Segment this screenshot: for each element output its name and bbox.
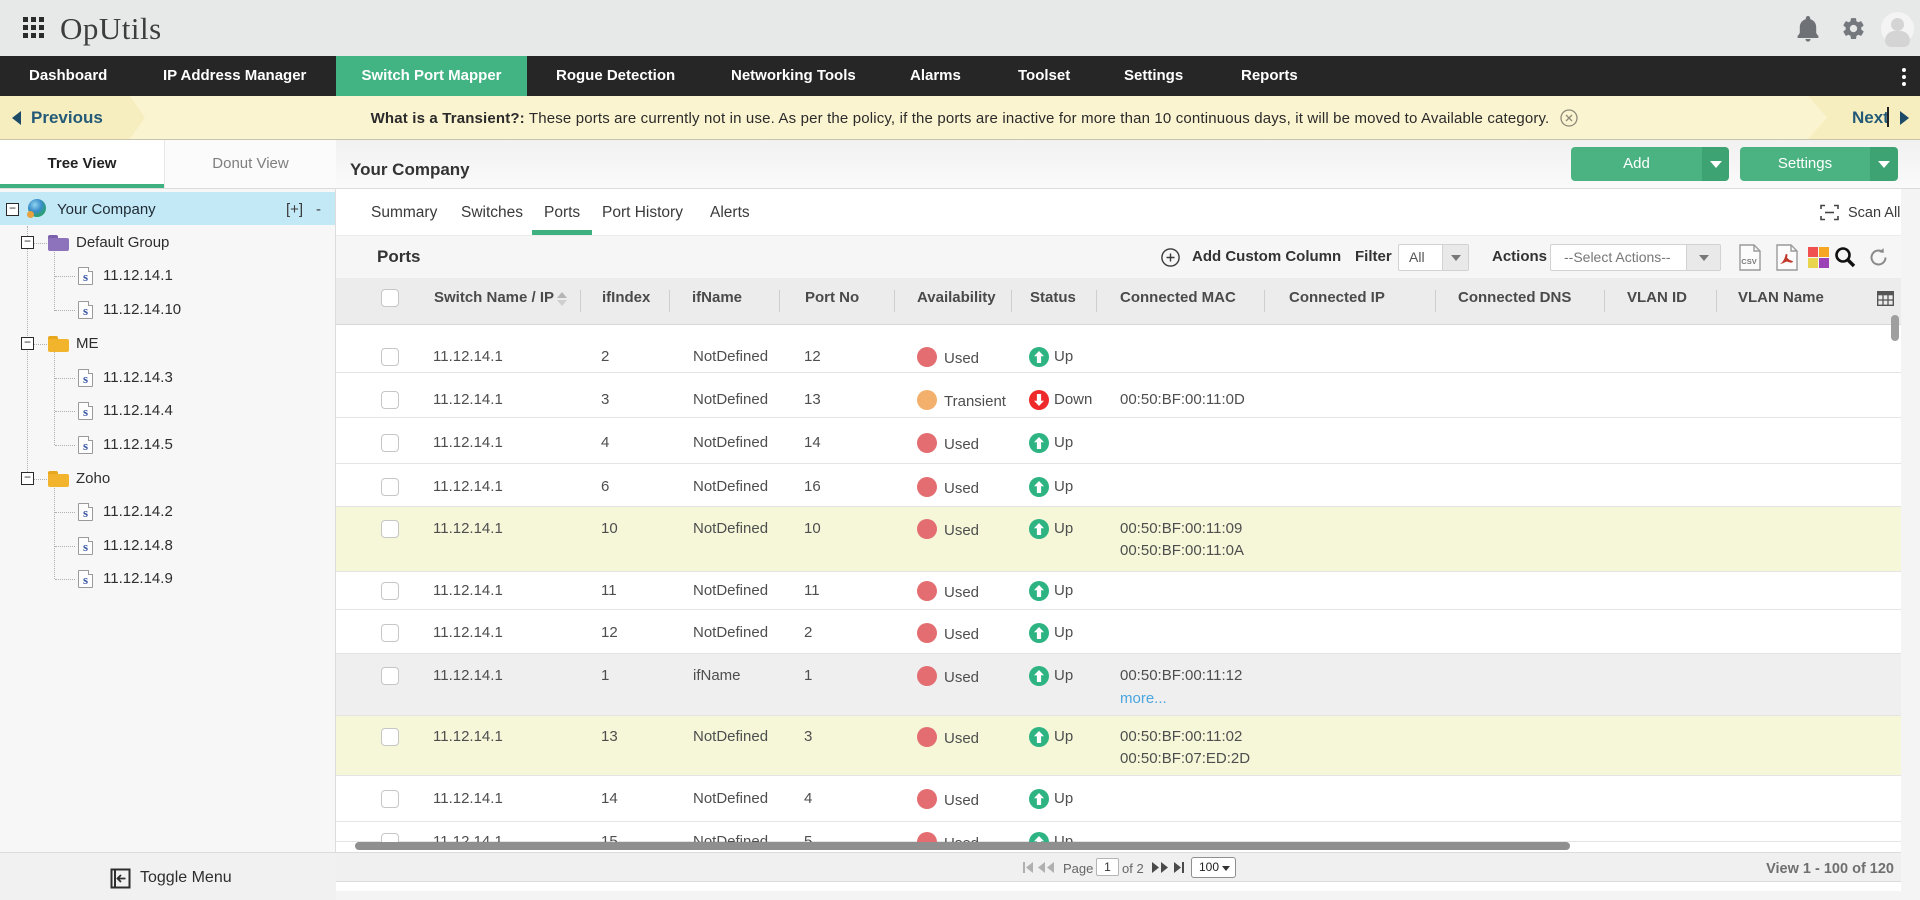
svg-text:CSV: CSV xyxy=(1741,257,1756,266)
